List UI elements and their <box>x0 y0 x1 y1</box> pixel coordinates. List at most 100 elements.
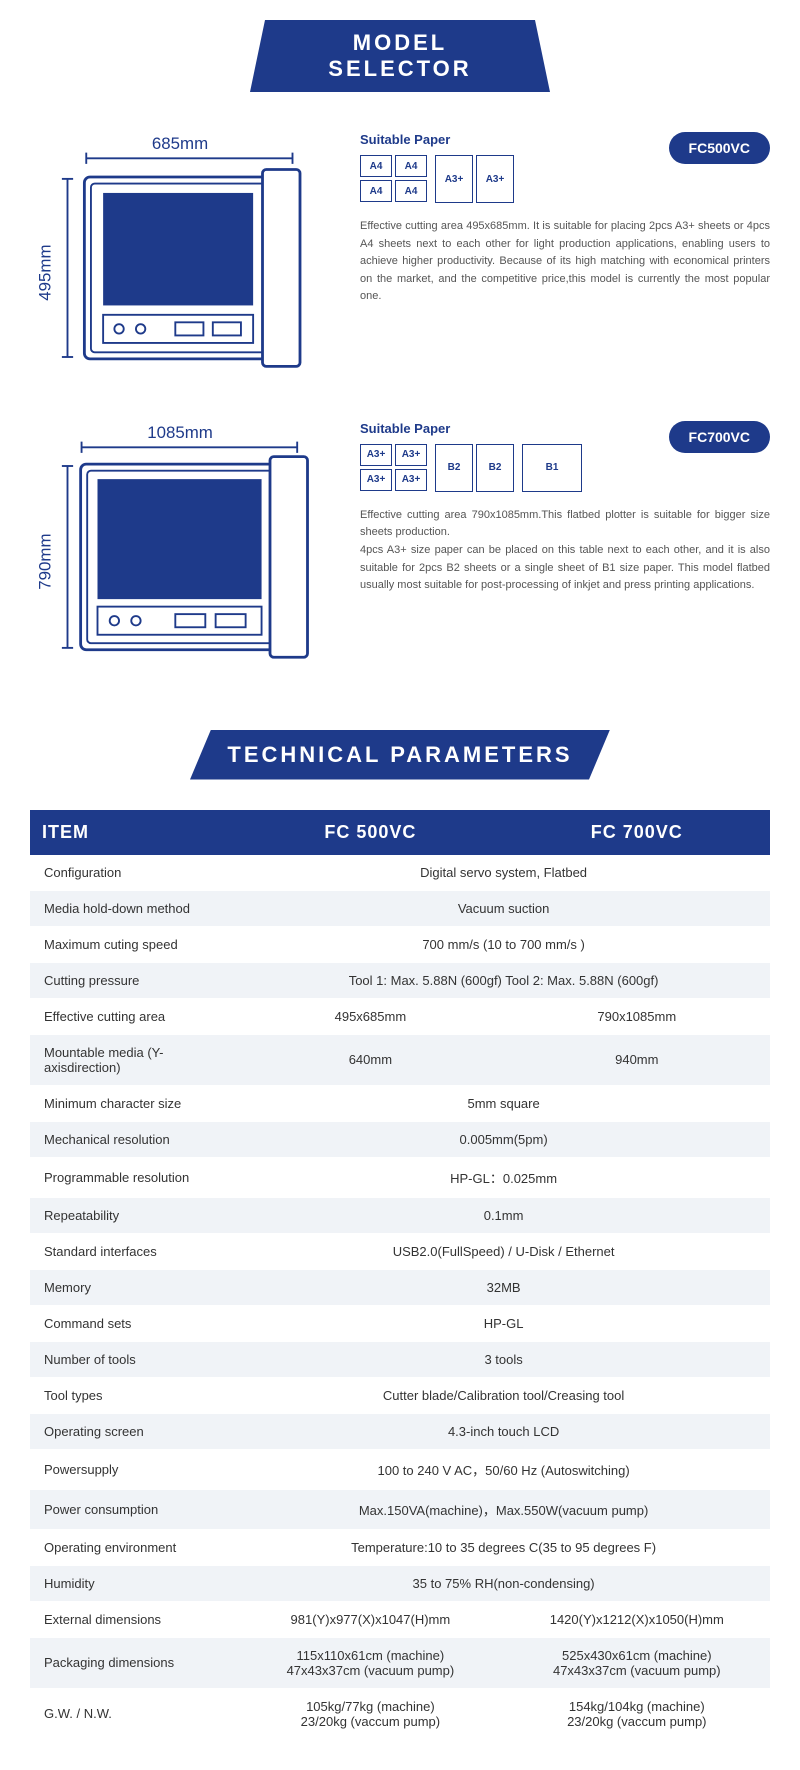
row-value-merged: Tool 1: Max. 5.88N (600gf) Tool 2: Max. … <box>237 962 770 998</box>
row-value-col1: 105kg/77kg (machine) 23/20kg (vaccum pum… <box>237 1688 503 1739</box>
paper-b2: B2 <box>476 444 514 492</box>
table-row: Mechanical resolution0.005mm(5pm) <box>30 1121 770 1157</box>
model-section-fc700: 1085mm 790mm FC700VC Suitable Paper A3+ <box>0 401 800 690</box>
row-value-col1: 981(Y)x977(X)x1047(H)mm <box>237 1601 503 1637</box>
row-label: Standard interfaces <box>30 1233 237 1269</box>
table-row: Standard interfacesUSB2.0(FullSpeed) / U… <box>30 1233 770 1269</box>
row-label: External dimensions <box>30 1601 237 1637</box>
model-description: Effective cutting area 790x1085mm.This f… <box>360 507 770 595</box>
row-value-merged: 32MB <box>237 1269 770 1305</box>
row-value-col2: 1420(Y)x1212(X)x1050(H)mm <box>504 1601 770 1637</box>
row-value-merged: 0.005mm(5pm) <box>237 1121 770 1157</box>
row-value-merged: Digital servo system, Flatbed <box>237 855 770 891</box>
table-row: Operating screen4.3-inch touch LCD <box>30 1413 770 1449</box>
diagram-fc700: 1085mm 790mm <box>30 421 330 670</box>
paper-a3: A3+ <box>360 444 392 466</box>
paper-a4: A4 <box>360 180 392 202</box>
table-row: G.W. / N.W.105kg/77kg (machine) 23/20kg … <box>30 1688 770 1739</box>
table-row: Effective cutting area495x685mm790x1085m… <box>30 998 770 1034</box>
paper-a3: A3+ <box>435 155 473 203</box>
table-row: Humidity35 to 75% RH(non-condensing) <box>30 1565 770 1601</box>
row-value-merged: 3 tools <box>237 1341 770 1377</box>
row-value-merged: HP-GL：0.025mm <box>237 1157 770 1197</box>
row-value-merged: 5mm square <box>237 1085 770 1121</box>
paper-b1: B1 <box>522 444 582 492</box>
row-label: Power consumption <box>30 1489 237 1529</box>
table-header-fc700: FC 700VC <box>504 810 770 855</box>
paper-a3: A3+ <box>476 155 514 203</box>
table-row: Mountable media (Y-axisdirection)640mm94… <box>30 1034 770 1085</box>
row-label: Humidity <box>30 1565 237 1601</box>
row-label: Command sets <box>30 1305 237 1341</box>
row-value-col1: 640mm <box>237 1034 503 1085</box>
row-label: Packaging dimensions <box>30 1637 237 1688</box>
width-label: 685mm <box>152 134 208 153</box>
paper-a3: A3+ <box>395 444 427 466</box>
height-label: 495mm <box>36 245 55 301</box>
row-label: Programmable resolution <box>30 1157 237 1197</box>
paper-b2: B2 <box>435 444 473 492</box>
row-label: Mechanical resolution <box>30 1121 237 1157</box>
table-row: Media hold-down methodVacuum suction <box>30 890 770 926</box>
row-value-merged: 35 to 75% RH(non-condensing) <box>237 1565 770 1601</box>
row-value-merged: 700 mm/s (10 to 700 mm/s ) <box>237 926 770 962</box>
paper-a4: A4 <box>395 180 427 202</box>
table-row: Repeatability0.1mm <box>30 1197 770 1233</box>
table-row: Operating environmentTemperature:10 to 3… <box>30 1529 770 1565</box>
table-row: Cutting pressureTool 1: Max. 5.88N (600g… <box>30 962 770 998</box>
table-row: Memory32MB <box>30 1269 770 1305</box>
row-value-col2: 525x430x61cm (machine) 47x43x37cm (vacuu… <box>504 1637 770 1688</box>
row-label: Media hold-down method <box>30 890 237 926</box>
model-description: Effective cutting area 495x685mm. It is … <box>360 218 770 306</box>
tech-params-table: ITEM FC 500VC FC 700VC ConfigurationDigi… <box>30 810 770 1740</box>
row-value-merged: Temperature:10 to 35 degrees C(35 to 95 … <box>237 1529 770 1565</box>
model-badge-fc700: FC700VC <box>669 421 770 453</box>
paper-a3: A3+ <box>395 469 427 491</box>
table-row: Powersupply100 to 240 V AC，50/60 Hz (Aut… <box>30 1449 770 1489</box>
row-value-col2: 154kg/104kg (machine) 23/20kg (vaccum pu… <box>504 1688 770 1739</box>
row-value-merged: 0.1mm <box>237 1197 770 1233</box>
table-row: Programmable resolutionHP-GL：0.025mm <box>30 1157 770 1197</box>
row-label: Effective cutting area <box>30 998 237 1034</box>
table-row: External dimensions981(Y)x977(X)x1047(H)… <box>30 1601 770 1637</box>
tech-params-header: TECHNICAL PARAMETERS <box>190 730 610 780</box>
paper-a4: A4 <box>395 155 427 177</box>
model-section-fc500: 685mm 495mm FC500VC Suitable Paper A4 <box>0 112 800 401</box>
table-row: Minimum character size5mm square <box>30 1085 770 1121</box>
row-label: Cutting pressure <box>30 962 237 998</box>
row-label: G.W. / N.W. <box>30 1688 237 1739</box>
paper-boxes-fc500: A4 A4 A4 A4 A3+ A3+ <box>360 155 669 203</box>
table-row: Number of tools3 tools <box>30 1341 770 1377</box>
row-value-col1: 115x110x61cm (machine) 47x43x37cm (vacuu… <box>237 1637 503 1688</box>
row-value-merged: 100 to 240 V AC，50/60 Hz (Autoswitching) <box>237 1449 770 1489</box>
table-row: Command setsHP-GL <box>30 1305 770 1341</box>
row-value-merged: Max.150VA(machine)，Max.550W(vacuum pump) <box>237 1489 770 1529</box>
model-selector-header: MODEL SELECTOR <box>250 20 550 92</box>
paper-a3: A3+ <box>360 469 392 491</box>
row-value-col2: 940mm <box>504 1034 770 1085</box>
row-value-merged: Cutter blade/Calibration tool/Creasing t… <box>237 1377 770 1413</box>
row-label: Memory <box>30 1269 237 1305</box>
row-label: Mountable media (Y-axisdirection) <box>30 1034 237 1085</box>
row-value-merged: USB2.0(FullSpeed) / U-Disk / Ethernet <box>237 1233 770 1269</box>
diagram-fc500: 685mm 495mm <box>30 132 330 381</box>
table-row: ConfigurationDigital servo system, Flatb… <box>30 855 770 891</box>
paper-boxes-fc700: A3+ A3+ A3+ A3+ B2 B2 B1 <box>360 444 669 492</box>
row-label: Tool types <box>30 1377 237 1413</box>
row-label: Maximum cuting speed <box>30 926 237 962</box>
row-value-merged: 4.3-inch touch LCD <box>237 1413 770 1449</box>
row-label: Operating screen <box>30 1413 237 1449</box>
row-value-col1: 495x685mm <box>237 998 503 1034</box>
table-row: Packaging dimensions115x110x61cm (machin… <box>30 1637 770 1688</box>
row-label: Number of tools <box>30 1341 237 1377</box>
row-label: Operating environment <box>30 1529 237 1565</box>
row-label: Powersupply <box>30 1449 237 1489</box>
table-row: Tool typesCutter blade/Calibration tool/… <box>30 1377 770 1413</box>
row-label: Minimum character size <box>30 1085 237 1121</box>
table-header-item: ITEM <box>30 810 237 855</box>
width-label: 1085mm <box>147 423 213 442</box>
table-header-fc500: FC 500VC <box>237 810 503 855</box>
paper-a4: A4 <box>360 155 392 177</box>
row-label: Repeatability <box>30 1197 237 1233</box>
row-value-col2: 790x1085mm <box>504 998 770 1034</box>
